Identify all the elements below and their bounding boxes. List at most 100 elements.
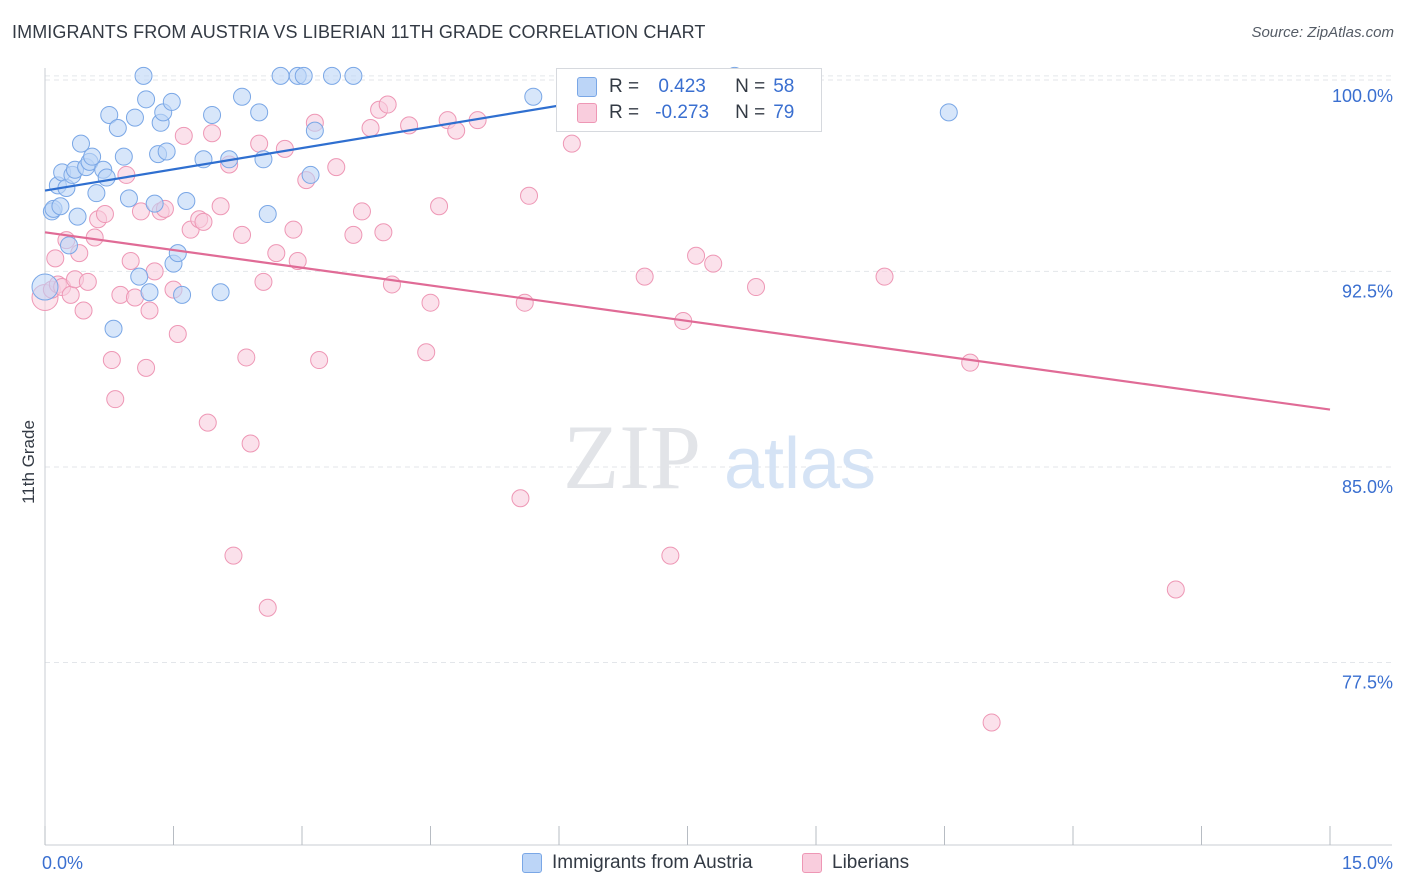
liberians-point (74, 301, 93, 320)
austria-point (130, 267, 149, 286)
tick-labels: 77.5% 85.0% 92.5% 100.0% 0.0% 15.0% (42, 86, 1393, 873)
legend-item-liberians: Liberians (802, 852, 909, 874)
y-axis-label: 11th Grade (19, 420, 38, 504)
austria-point (301, 165, 320, 184)
liberians-point (562, 134, 581, 153)
legend-swatch-pink (577, 103, 597, 123)
legend-n-label-2: N = (735, 102, 766, 123)
liberians-point (661, 546, 680, 565)
liberians-point (117, 165, 136, 184)
liberians-point (250, 134, 269, 153)
legend-r-value-2: -0.273 (655, 102, 710, 123)
austria-point (305, 121, 324, 140)
liberians-point (310, 351, 329, 370)
bottom-legend-label-liberians: Liberians (832, 852, 910, 873)
liberians-point (194, 212, 213, 231)
chart-title: IMMIGRANTS FROM AUSTRIA VS LIBERIAN 11TH… (12, 22, 706, 42)
liberians-point (267, 244, 286, 263)
austria-point (250, 103, 269, 122)
liberians-point (284, 220, 303, 239)
austria-point (145, 194, 164, 213)
austria-point (157, 142, 176, 161)
austria-point (134, 66, 153, 85)
y-tick-label: 77.5% (1342, 672, 1393, 692)
austria-point (87, 184, 106, 203)
liberians-point (374, 223, 393, 242)
liberians-point (233, 225, 252, 244)
liberians-point (224, 546, 243, 565)
austria-point (51, 197, 70, 216)
liberians-point (421, 293, 440, 312)
liberians-point (982, 713, 1001, 732)
austria-point (125, 108, 144, 127)
y-tick-label: 100.0% (1332, 86, 1393, 106)
liberians-point (258, 598, 277, 617)
legend-r-value-1: 0.423 (658, 76, 706, 97)
austria-point (31, 273, 59, 301)
y-tick-label: 92.5% (1342, 281, 1393, 301)
austria-point (203, 105, 222, 124)
legend-swatch-blue (577, 77, 597, 97)
x-tick-label-max: 15.0% (1342, 853, 1393, 873)
trend-line-liberians (44, 231, 1331, 411)
austria-point (104, 319, 123, 338)
liberians-point (327, 158, 346, 177)
austria-point (68, 207, 87, 226)
liberians-point (145, 262, 164, 281)
austria-point (137, 90, 156, 109)
liberians-point (78, 272, 97, 291)
liberians-point (417, 343, 436, 362)
legend-n-label-1: N = (735, 76, 766, 97)
austria-point (108, 119, 127, 138)
austria-point (114, 147, 133, 166)
y-tick-label: 85.0% (1342, 477, 1393, 497)
austria-point (233, 87, 252, 106)
watermark: ZIP atlas (563, 406, 876, 508)
liberians-point (875, 267, 894, 286)
liberians-point (106, 390, 125, 409)
legend-n-value-1: 58 (773, 76, 795, 97)
liberians-point (378, 95, 397, 114)
austria-point (97, 168, 116, 187)
liberians-point (511, 489, 530, 508)
legend-row-austria: R = 0.423 N = 58 (577, 75, 794, 99)
liberians-point (961, 353, 980, 372)
austria-point (294, 66, 313, 85)
liberians-point (352, 202, 371, 221)
legend-row-liberians: R = -0.273 N = 79 (577, 101, 794, 125)
liberians-point (198, 413, 217, 432)
liberians-point (344, 225, 363, 244)
liberians-point (174, 126, 193, 145)
austria-point (177, 192, 196, 211)
austria-point (162, 92, 181, 111)
liberians-point (203, 124, 222, 143)
liberians-point (747, 278, 766, 297)
liberians-point (102, 351, 121, 370)
austria-point (168, 244, 187, 263)
austria-point (344, 66, 363, 85)
liberians-point (1166, 580, 1185, 599)
liberians-point (520, 186, 539, 205)
liberians-point (254, 272, 273, 291)
austria-point (59, 236, 78, 255)
liberians-point (211, 197, 230, 216)
bottom-legend-swatch-pink (802, 853, 822, 873)
liberians-point (361, 119, 380, 138)
chart-source: Source: ZipAtlas.com (1251, 24, 1394, 41)
liberians-point (237, 348, 256, 367)
legend-n-value-2: 79 (773, 102, 795, 123)
liberians-point (687, 246, 706, 265)
austria-point (939, 103, 958, 122)
x-tick-label-min: 0.0% (42, 853, 83, 873)
austria-point (258, 205, 277, 224)
austria-point (83, 147, 102, 166)
bottom-legend-swatch-blue (522, 853, 542, 873)
liberians-point (168, 324, 187, 343)
liberians-point (121, 251, 140, 270)
austria-point (322, 66, 341, 85)
liberians-point (635, 267, 654, 286)
austria-point (100, 105, 119, 124)
austria-point (119, 189, 138, 208)
axis-layer (44, 68, 1392, 846)
